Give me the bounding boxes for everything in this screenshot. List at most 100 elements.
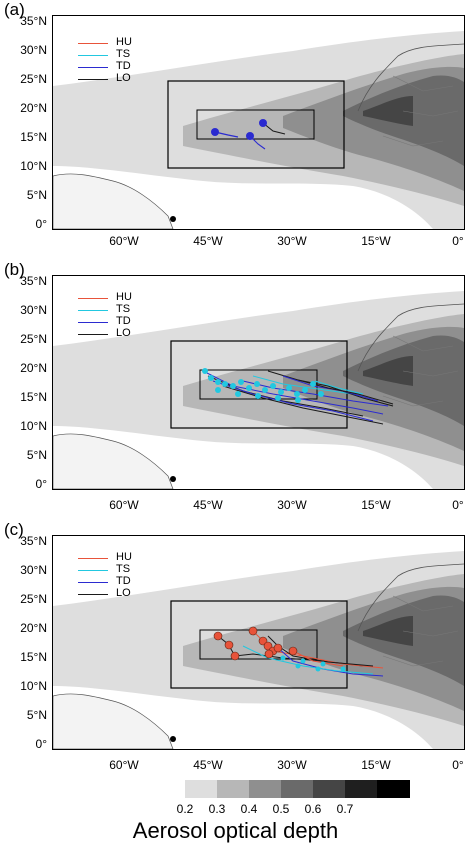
legend-item: LO [78, 72, 158, 85]
lon-tick: 30°W [277, 234, 307, 248]
lat-tick: 15°N [20, 650, 47, 664]
colorbar-segment [281, 780, 313, 798]
colorbar-segment [377, 780, 410, 798]
track [242, 645, 374, 675]
legend-label: LO [116, 327, 131, 339]
aerosol-map-a [52, 15, 465, 230]
track [314, 380, 364, 395]
south-america-land [53, 173, 174, 229]
lon-tick: 45°W [193, 498, 223, 512]
tracks-c [217, 630, 384, 677]
colorbar-title: Aerosol optical depth [132, 818, 339, 843]
africa-coast [357, 43, 464, 112]
legend-c: HU TS TD LO [78, 551, 158, 600]
colorbar-tick: 0.7 [336, 802, 354, 816]
south-america-land [53, 693, 174, 749]
track [292, 650, 344, 667]
colorbar-segment [153, 780, 185, 798]
lat-tick: 20°N [20, 101, 47, 115]
colorbar-tick: 0.6 [304, 802, 322, 816]
track [202, 370, 384, 415]
legend-label: TD [116, 575, 131, 587]
colorbar-segment [217, 780, 249, 798]
lat-tick: 35°N [20, 14, 47, 28]
legend-label: TS [116, 303, 131, 315]
legend-label: HU [116, 291, 132, 303]
lat-tick: 35°N [20, 534, 47, 548]
island-marker [170, 216, 176, 222]
lat-tick: 20°N [20, 361, 47, 375]
africa-coast [357, 563, 464, 632]
lon-tick: 60°W [109, 758, 139, 772]
track-2 [262, 122, 286, 135]
outer-box [167, 80, 345, 169]
colorbar-segment [249, 780, 281, 798]
colorbar-tick: 0.5 [272, 802, 290, 816]
track [267, 370, 394, 407]
legend-b: HU TS TD LO [78, 291, 158, 340]
hu-points [213, 626, 298, 661]
legend-a: HU TS TD LO [78, 36, 158, 85]
track [242, 380, 389, 407]
lat-tick: 10°N [20, 159, 47, 173]
track-1 [214, 131, 239, 138]
legend-label: TS [116, 48, 131, 60]
aod-colorbar [153, 780, 410, 798]
lat-tick: 0° [35, 217, 47, 231]
lon-tick: 45°W [193, 758, 223, 772]
lon-tick: 15°W [361, 498, 391, 512]
south-america-land [53, 433, 174, 489]
lat-tick: 5°N [26, 448, 47, 462]
legend-item: HU [78, 36, 158, 49]
lat-tick: 5°N [26, 708, 47, 722]
panel-label: (c) [4, 520, 24, 539]
panel-label: (b) [4, 260, 25, 279]
tracks-a [211, 119, 286, 150]
colorbar-tick: 0.4 [240, 802, 258, 816]
lon-tick: 30°W [277, 498, 307, 512]
lat-tick: 25°N [20, 72, 47, 86]
legend-label: HU [116, 36, 132, 48]
lat-tick: 10°N [20, 419, 47, 433]
lat-tick: 25°N [20, 592, 47, 606]
legend-item: TS [78, 563, 158, 576]
inner-box [196, 109, 315, 140]
map-svg-c [53, 536, 464, 749]
legend-label: HU [116, 551, 132, 563]
lat-tick: 20°N [20, 621, 47, 635]
aod-contour-5 [363, 96, 413, 126]
legend-item: TD [78, 575, 158, 588]
legend-item: TD [78, 315, 158, 328]
lat-tick: 35°N [20, 274, 47, 288]
outer-box [170, 340, 348, 429]
lat-tick: 15°N [20, 130, 47, 144]
lon-tick: 0° [452, 758, 464, 772]
lat-tick: 30°N [20, 303, 47, 317]
legend-label: TS [116, 563, 131, 575]
legend-item: HU [78, 551, 158, 564]
lat-tick: 0° [35, 737, 47, 751]
legend-item: TS [78, 303, 158, 316]
lon-tick: 60°W [109, 498, 139, 512]
lat-tick: 15°N [20, 390, 47, 404]
lon-tick: 30°W [277, 758, 307, 772]
lat-tick: 10°N [20, 679, 47, 693]
legend-item: TS [78, 48, 158, 61]
tracks-b [202, 370, 394, 425]
colorbar-tick: 0.2 [176, 802, 194, 816]
legend-item: TD [78, 60, 158, 73]
aod-contour-5 [363, 616, 413, 646]
storm-point [211, 128, 219, 136]
colorbar-tick: 0.3 [208, 802, 226, 816]
track [252, 375, 354, 395]
legend-label: LO [116, 587, 131, 599]
lat-tick: 30°N [20, 563, 47, 577]
inner-box [199, 369, 318, 400]
colorbar-segment [313, 780, 345, 798]
map-svg-b [53, 276, 464, 489]
outer-box [170, 600, 348, 689]
legend-item: LO [78, 587, 158, 600]
lon-tick: 15°W [361, 758, 391, 772]
track [267, 635, 374, 667]
inner-box [199, 629, 318, 660]
